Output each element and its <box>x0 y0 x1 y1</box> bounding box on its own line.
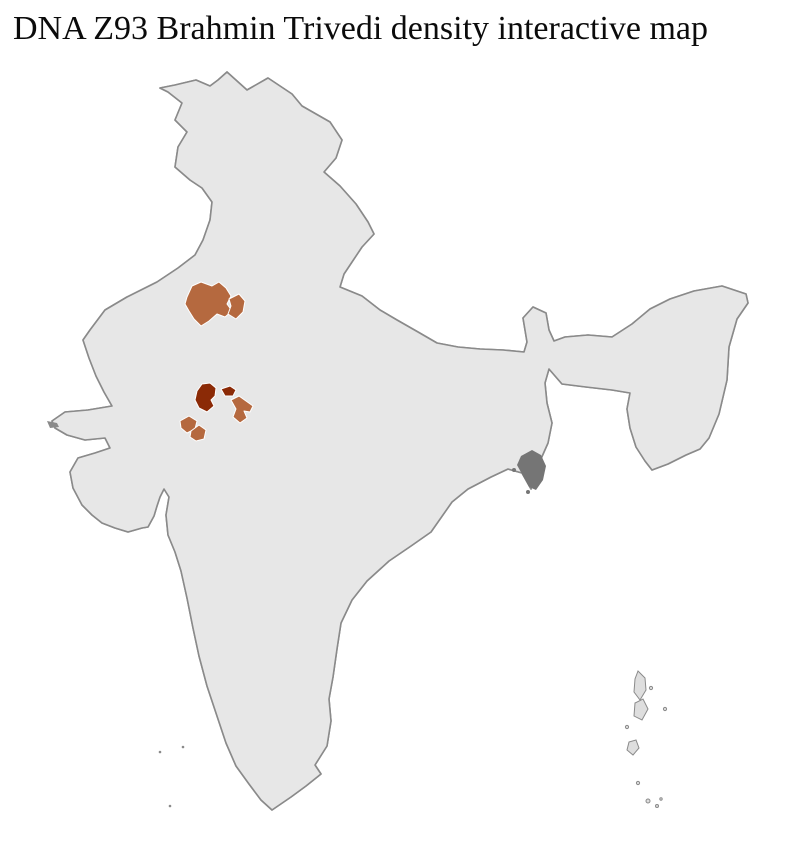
island[interactable] <box>648 685 654 691</box>
sundarbans-dot <box>526 490 530 494</box>
highlighted-districts[interactable] <box>179 281 254 442</box>
sundarbans-dot <box>512 468 516 472</box>
sundarbans-blob <box>517 450 546 490</box>
district-central-high-east[interactable] <box>220 385 237 397</box>
island[interactable] <box>633 698 649 721</box>
island[interactable] <box>181 745 185 749</box>
district-south-b[interactable] <box>189 424 207 442</box>
lakshadweep-islands[interactable] <box>158 745 185 808</box>
island[interactable] <box>168 804 172 808</box>
andaman-nicobar-islands[interactable] <box>624 670 668 808</box>
island[interactable] <box>635 780 641 786</box>
island[interactable] <box>659 797 663 801</box>
island[interactable] <box>645 798 651 804</box>
island[interactable] <box>655 804 659 808</box>
island[interactable] <box>158 750 162 754</box>
island[interactable] <box>633 670 647 701</box>
island[interactable] <box>624 724 630 730</box>
district-north-b[interactable] <box>227 293 246 320</box>
page-title: DNA Z93 Brahmin Trivedi density interact… <box>13 10 709 47</box>
district-central-high[interactable] <box>194 382 217 413</box>
kutch-dark-islet <box>47 421 59 428</box>
island[interactable] <box>662 706 668 712</box>
sundarbans-patch <box>512 450 546 494</box>
island[interactable] <box>626 739 640 756</box>
district-southeast[interactable] <box>230 395 254 424</box>
